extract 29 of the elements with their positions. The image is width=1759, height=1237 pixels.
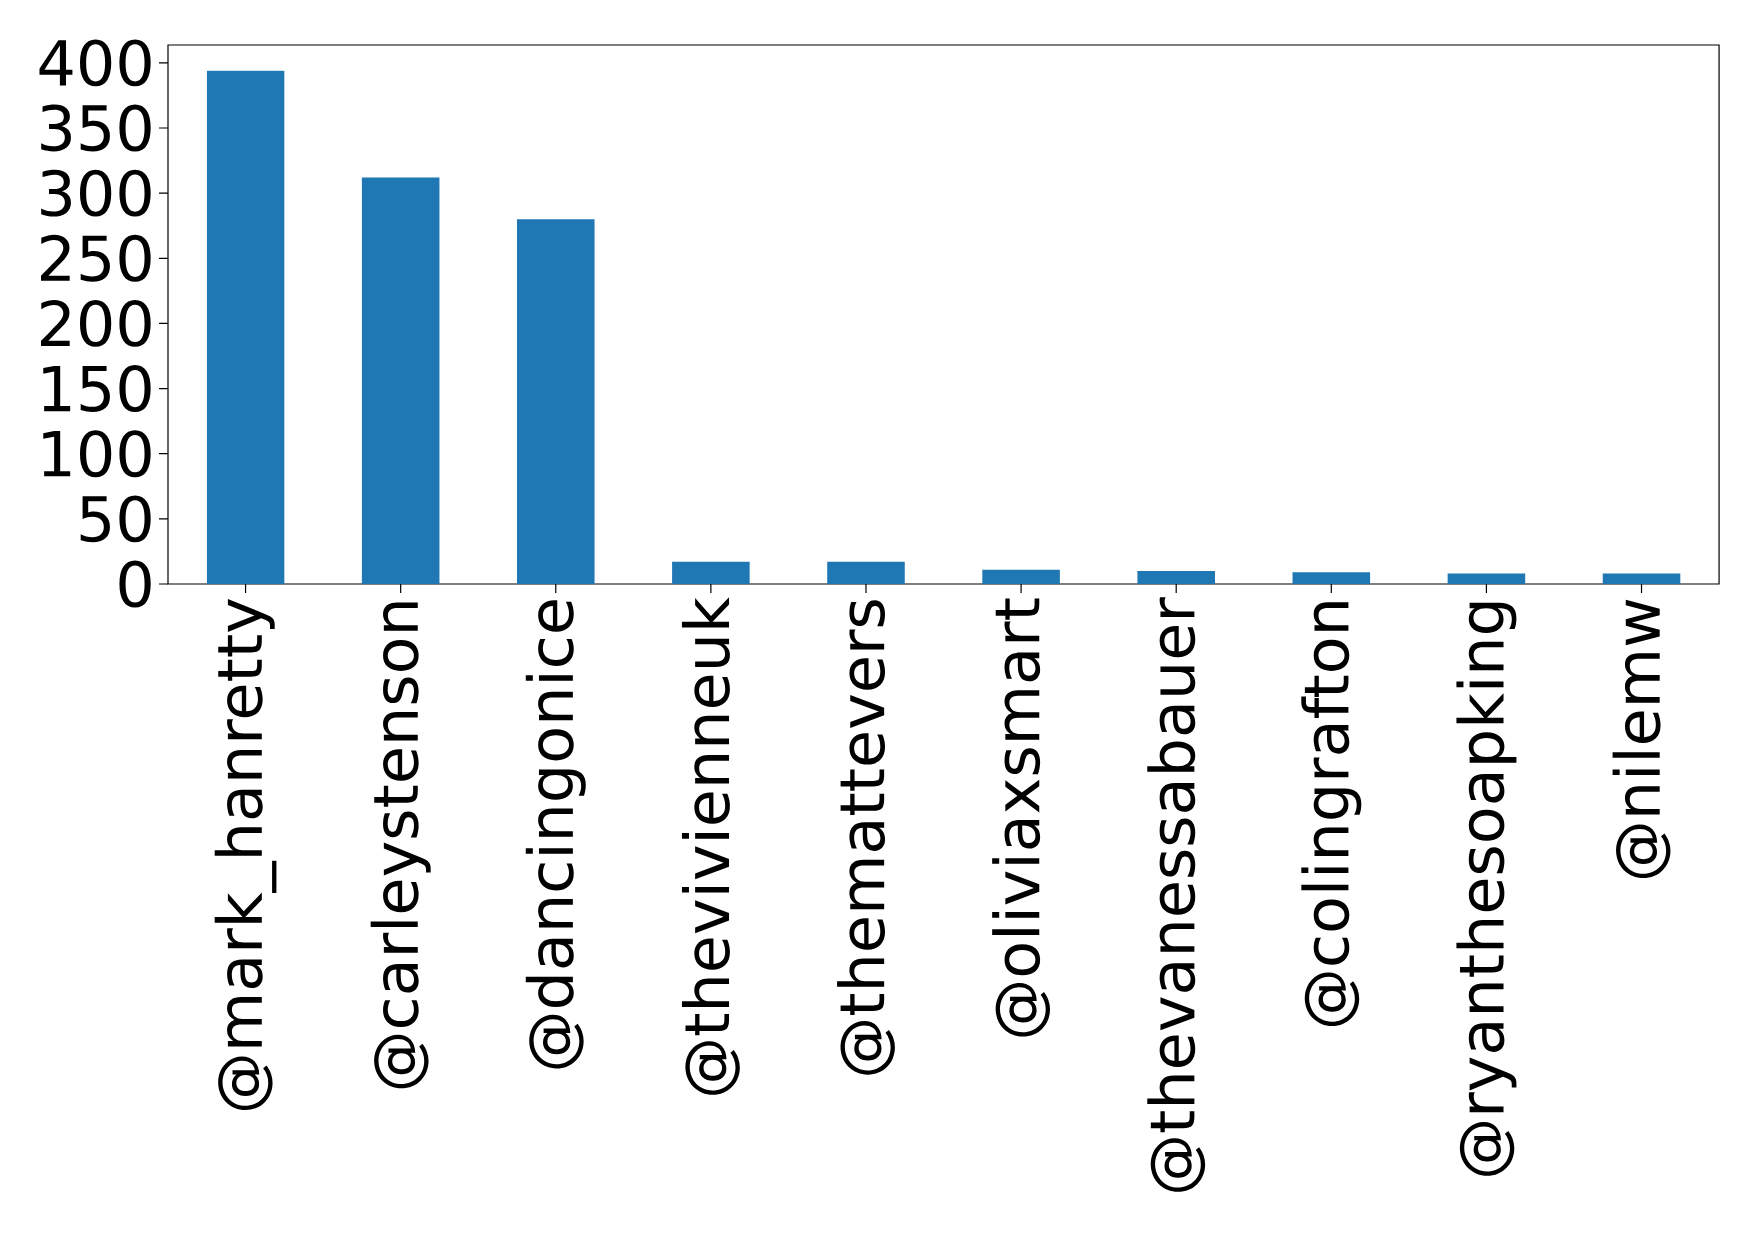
y-tick-label: 400 [39,39,151,87]
x-tick-label: @ryanthesoapking [1456,602,1517,1176]
bar [516,219,595,584]
x-tick-label: @nilemw [1612,599,1671,879]
x-tick-label: @mark_hanretty [214,598,277,1111]
x-tick-label: @colingrafton [1301,602,1362,1026]
bar [982,569,1060,584]
x-tick-label: @themattevers [837,600,895,1075]
x-tick-label: @thevivienneuk [681,597,740,1095]
bar [1447,573,1526,584]
y-tick-label: 50 [80,495,151,543]
bar [206,70,285,584]
y-tick-label: 100 [43,430,151,478]
bar [1137,570,1215,584]
x-tick-label: @carleystenson [370,602,431,1089]
y-tick-label: 200 [41,299,151,347]
y-tick-label: 300 [41,169,151,217]
x-tick-label: @thevanessabauer [1147,597,1206,1192]
y-tick-label: 0 [119,560,151,608]
y-tick-label: 150 [43,365,151,413]
y-tick-label: 350 [41,104,151,152]
bar [361,177,440,584]
y-tick-label: 250 [41,234,151,282]
bar [827,561,905,584]
x-tick-label: @oliviaxsmart [992,598,1051,1037]
bar [1602,573,1681,584]
bar [1292,572,1371,584]
bar [672,561,750,584]
x-tick-label: @dancingonice [525,600,586,1069]
